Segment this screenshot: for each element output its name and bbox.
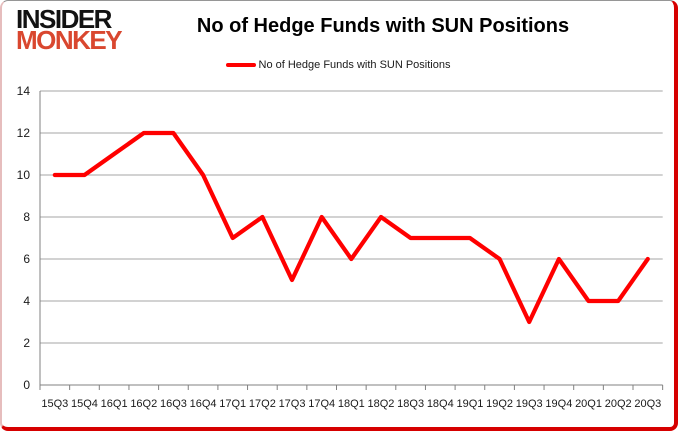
x-axis-label: 16Q2 (130, 398, 157, 410)
x-axis-label: 15Q4 (71, 398, 98, 410)
logo-text-insider: INSIDER (16, 4, 112, 34)
x-axis-label: 18Q3 (397, 398, 424, 410)
x-axis-label: 20Q2 (605, 398, 632, 410)
x-axis-label: 18Q4 (427, 398, 454, 410)
x-axis-label: 18Q2 (368, 398, 395, 410)
x-axis-label: 17Q1 (219, 398, 246, 410)
x-axis-label: 18Q1 (338, 398, 365, 410)
x-axis-label: 19Q1 (456, 398, 483, 410)
series-line (52, 130, 650, 325)
legend-label: No of Hedge Funds with SUN Positions (258, 59, 451, 71)
logo-text-monkey: MONKEY (16, 25, 123, 55)
chart-title: No of Hedge Funds with SUN Positions (196, 15, 570, 37)
x-axis-label: 20Q3 (634, 398, 661, 410)
x-axis-label: 19Q3 (516, 398, 543, 410)
y-axis-label: 2 (23, 336, 30, 350)
x-axis-label: 15Q3 (41, 398, 68, 410)
x-axis-label: 17Q4 (308, 398, 335, 410)
y-axis-label: 8 (23, 210, 30, 224)
x-axis-label: 20Q1 (575, 398, 602, 410)
y-axis-label: 10 (17, 168, 31, 182)
y-axis-label: 12 (17, 126, 31, 140)
y-axis-label: 14 (17, 84, 31, 98)
y-axis-label: 6 (23, 252, 30, 266)
x-axis-label: 19Q2 (486, 398, 513, 410)
x-axis-label: 19Q4 (545, 398, 572, 410)
x-axis-label: 16Q3 (160, 398, 187, 410)
x-axis-label: 17Q2 (249, 398, 276, 410)
x-axis-label: 17Q3 (279, 398, 306, 410)
legend-line-swatch (225, 62, 256, 68)
insider-monkey-logo: INSIDER MONKEY (16, 4, 123, 55)
y-axis-label: 0 (23, 378, 30, 392)
x-axis-label: 16Q4 (190, 398, 217, 410)
legend: No of Hedge Funds with SUN Positions (2, 59, 674, 71)
y-axis-label: 4 (23, 294, 30, 308)
x-axis-label: 16Q1 (101, 398, 128, 410)
